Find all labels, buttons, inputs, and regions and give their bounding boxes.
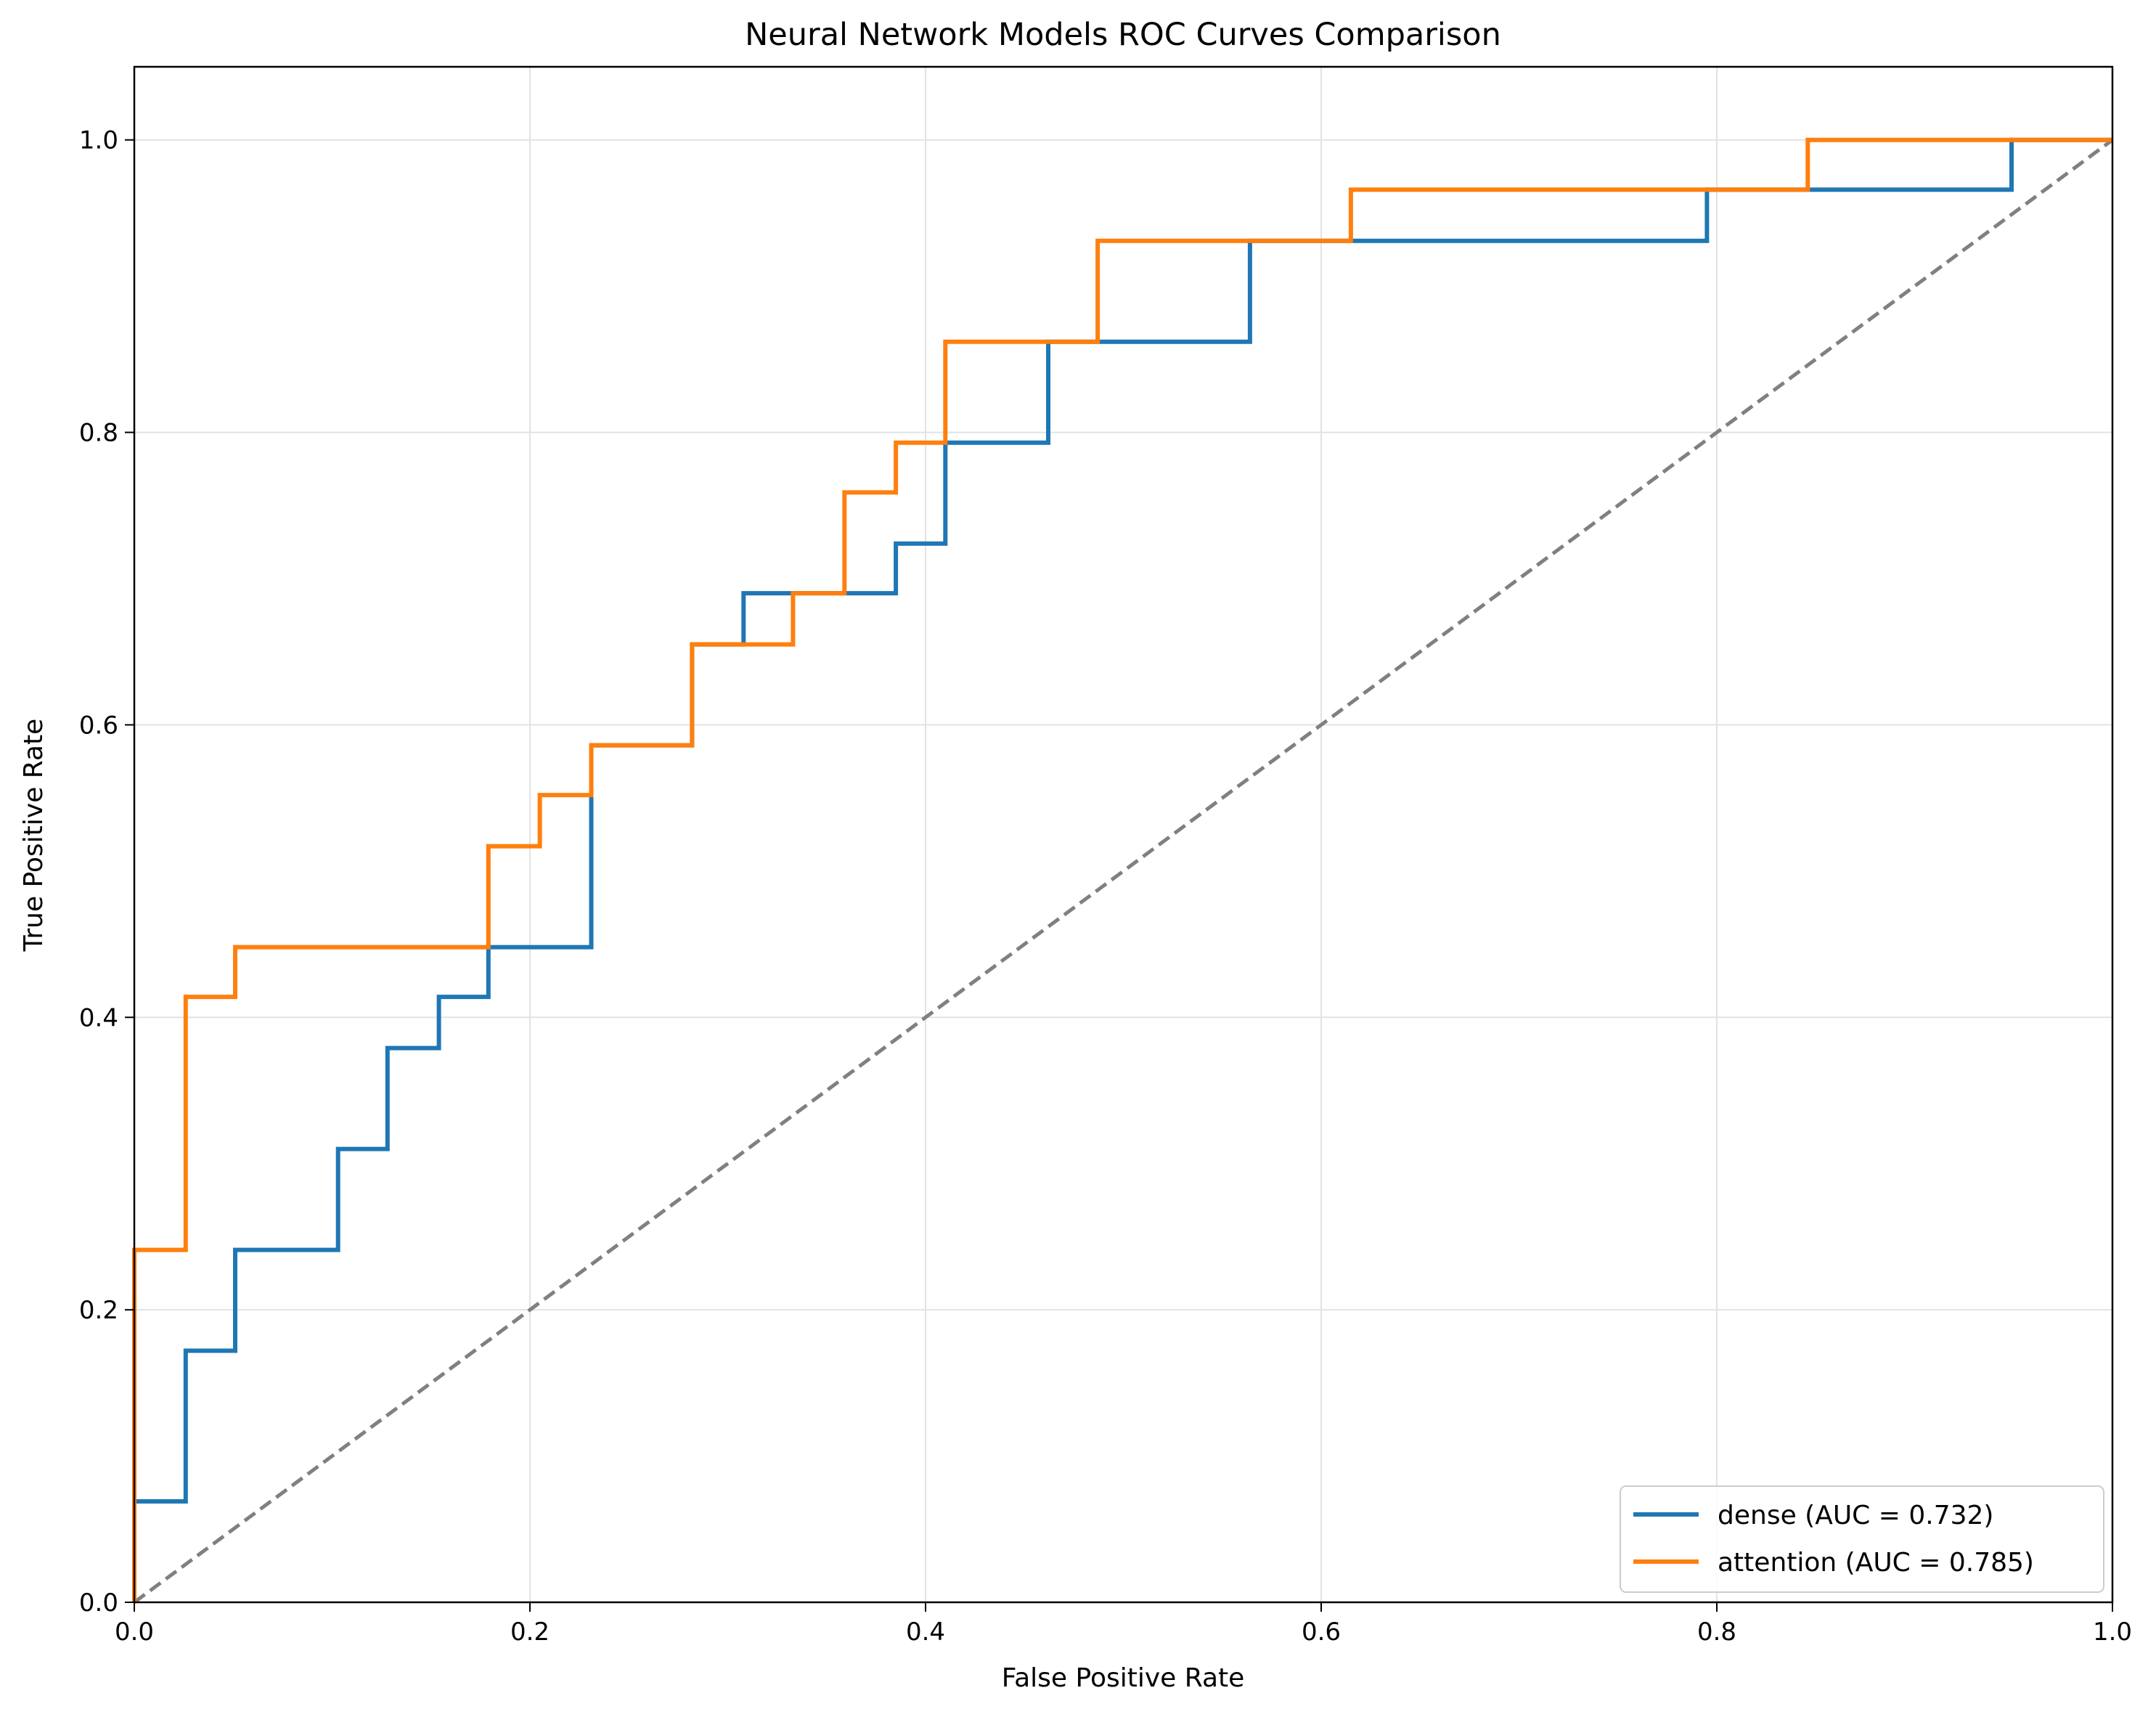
axis-ticks: 0.0 0.2 0.4 0.6 0.8 1.0 0.0 0.2 0.4 0.6 0.8 1.0 (79, 126, 2132, 1647)
y-tick-label: 1.0 (79, 126, 118, 155)
y-tick-label: 0.6 (79, 711, 118, 740)
y-tick-label: 0.0 (79, 1588, 118, 1618)
plot-frame (133, 65, 2114, 1604)
legend-box (1620, 1485, 2104, 1593)
x-tick-label: 0.2 (510, 1618, 550, 1647)
reference-diagonal (133, 138, 2114, 1604)
x-tick-label: 0.4 (906, 1618, 945, 1647)
series-line-attention (132, 137, 2112, 1602)
x-tick-label: 0.0 (115, 1618, 154, 1647)
series-layer (132, 137, 2112, 1602)
legend-label-attention: attention (AUC = 0.785) (1718, 1548, 2034, 1578)
x-tick-label: 1.0 (2093, 1618, 2132, 1647)
reference-diagonal-line (133, 138, 2114, 1604)
x-tick-label: 0.8 (1697, 1618, 1736, 1647)
x-axis-label: False Positive Rate (1002, 1663, 1245, 1693)
y-axis-label: True Positive Rate (19, 719, 49, 953)
chart-title: Neural Network Models ROC Curves Compari… (745, 17, 1501, 53)
y-tick-label: 0.4 (79, 1003, 118, 1032)
legend: dense (AUC = 0.732) attention (AUC = 0.7… (1620, 1485, 2104, 1593)
x-tick-label: 0.6 (1302, 1618, 1341, 1647)
y-tick-label: 0.2 (79, 1296, 118, 1325)
legend-label-dense: dense (AUC = 0.732) (1718, 1501, 1993, 1530)
y-tick-label: 0.8 (79, 419, 118, 448)
